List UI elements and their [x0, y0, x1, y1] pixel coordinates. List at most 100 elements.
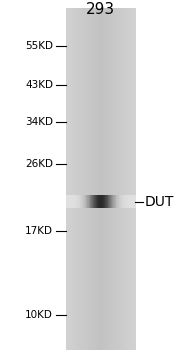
Bar [125, 8, 126, 350]
Bar [71, 8, 72, 350]
Bar [123, 195, 124, 208]
Bar [79, 8, 80, 350]
Bar [71, 195, 72, 208]
Bar [104, 195, 105, 208]
Bar [111, 8, 112, 350]
Bar [107, 8, 108, 350]
Bar [94, 8, 95, 350]
Bar [124, 195, 125, 208]
Bar [128, 195, 129, 208]
Text: 10KD: 10KD [25, 310, 53, 320]
Bar [124, 8, 125, 350]
Bar [113, 195, 114, 208]
Bar [102, 195, 103, 208]
Bar [72, 8, 73, 350]
Bar [90, 195, 91, 208]
Text: 26KD: 26KD [25, 159, 53, 169]
Bar [109, 195, 110, 208]
Bar [73, 195, 74, 208]
Bar [68, 8, 70, 350]
Bar [125, 195, 126, 208]
Bar [80, 8, 81, 350]
Bar [82, 195, 83, 208]
Bar [122, 195, 123, 208]
Bar [84, 195, 85, 208]
Bar [98, 195, 99, 208]
Bar [130, 8, 131, 350]
Bar [105, 195, 106, 208]
Bar [135, 195, 136, 208]
Bar [68, 195, 69, 208]
Text: 293: 293 [86, 2, 115, 17]
Bar [93, 195, 94, 208]
Bar [83, 8, 85, 350]
Bar [120, 195, 121, 208]
Bar [127, 8, 129, 350]
Bar [72, 195, 73, 208]
Bar [98, 8, 100, 350]
Bar [89, 195, 90, 208]
Bar [100, 8, 101, 350]
Bar [106, 195, 107, 208]
Bar [88, 195, 89, 208]
Bar [103, 8, 104, 350]
Bar [95, 8, 96, 350]
Bar [92, 195, 93, 208]
Bar [132, 195, 133, 208]
Bar [131, 195, 132, 208]
Bar [105, 8, 107, 350]
Bar [120, 195, 121, 208]
Bar [86, 8, 87, 350]
Bar [67, 195, 68, 208]
Bar [101, 8, 102, 350]
Bar [103, 195, 104, 208]
Bar [73, 195, 74, 208]
Bar [87, 195, 88, 208]
Text: 34KD: 34KD [25, 117, 53, 127]
Bar [69, 195, 70, 208]
Bar [132, 195, 133, 208]
Bar [81, 8, 82, 350]
Bar [83, 195, 84, 208]
Bar [119, 8, 121, 350]
Bar [118, 8, 119, 350]
Bar [109, 8, 110, 350]
Bar [120, 8, 122, 350]
Bar [96, 8, 97, 350]
Bar [126, 195, 127, 208]
Bar [109, 195, 110, 208]
Bar [132, 8, 133, 350]
Bar [110, 8, 111, 350]
Bar [79, 195, 80, 208]
Bar [104, 8, 105, 350]
Bar [91, 8, 93, 350]
Bar [111, 195, 112, 208]
Bar [117, 8, 118, 350]
Bar [99, 195, 100, 208]
Bar [66, 8, 67, 350]
Bar [107, 195, 108, 208]
Bar [93, 8, 94, 350]
Bar [86, 195, 87, 208]
Bar [123, 8, 124, 350]
Bar [101, 195, 102, 208]
Bar [84, 195, 85, 208]
Bar [113, 195, 114, 208]
Bar [129, 195, 130, 208]
Bar [101, 195, 102, 208]
Bar [100, 195, 101, 208]
Bar [119, 195, 120, 208]
Bar [121, 195, 122, 208]
Bar [85, 195, 86, 208]
Bar [116, 8, 117, 350]
Bar [87, 8, 88, 350]
Bar [113, 8, 115, 350]
Bar [69, 8, 71, 350]
Bar [116, 195, 117, 208]
Bar [80, 195, 81, 208]
Bar [131, 195, 132, 208]
Bar [80, 195, 81, 208]
Bar [124, 195, 125, 208]
Bar [96, 195, 97, 208]
Bar [114, 195, 115, 208]
